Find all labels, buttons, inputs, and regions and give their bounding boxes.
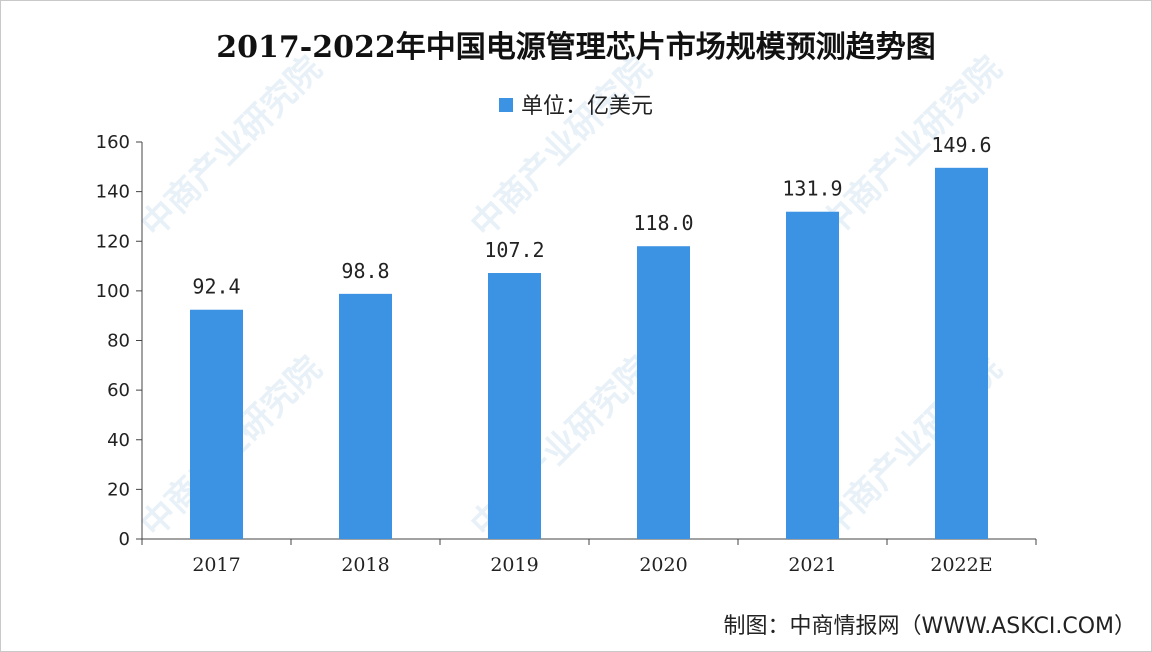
y-tick-label: 140	[96, 182, 130, 203]
x-tick-label: 2021	[788, 554, 836, 576]
data-label: 92.4	[192, 275, 240, 299]
x-tick-label: 2018	[341, 554, 389, 576]
bar-2022E	[935, 167, 988, 539]
y-tick-label: 120	[96, 231, 130, 252]
legend-swatch	[498, 98, 513, 112]
source-credit: 制图：中商情报网（WWW.ASKCI.COM）	[723, 614, 1136, 639]
x-tick-label: 2020	[639, 554, 687, 576]
data-label: 107.2	[484, 238, 544, 262]
bar-2020	[637, 246, 690, 539]
bar-2019	[488, 273, 541, 539]
chart-title: 2017-2022年中国电源管理芯片市场规模预测趋势图	[216, 30, 936, 65]
y-tick-label: 60	[107, 380, 130, 401]
chart-legend: 单位：亿美元	[0, 88, 1152, 120]
y-tick-label: 40	[107, 430, 130, 451]
y-tick-label: 20	[107, 479, 130, 500]
legend-label: 单位：亿美元	[520, 94, 653, 119]
x-tick-label: 2017	[192, 554, 240, 576]
x-tick-label: 2019	[490, 554, 538, 576]
y-tick-label: 0	[119, 529, 130, 550]
y-tick-label: 160	[96, 132, 130, 153]
bar-2017	[190, 309, 243, 539]
data-label: 149.6	[931, 133, 991, 157]
data-label: 118.0	[633, 211, 693, 235]
data-label: 98.8	[341, 259, 389, 283]
data-label: 131.9	[782, 177, 842, 201]
y-tick-label: 80	[107, 331, 130, 352]
bar-2021	[786, 211, 839, 539]
x-tick-label: 2022E	[930, 554, 992, 576]
y-tick-label: 100	[96, 281, 130, 302]
bar-2018	[339, 293, 392, 539]
